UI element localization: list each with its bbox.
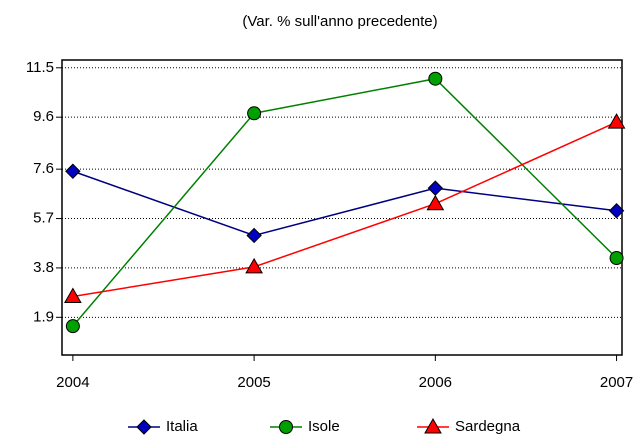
marker xyxy=(607,113,626,129)
legend-label: Isole xyxy=(308,418,340,435)
legend-label: Italia xyxy=(166,418,198,435)
marker xyxy=(245,257,263,274)
y-tick-label: 3.8 xyxy=(33,259,54,276)
chart-title: (Var. % sull'anno precedente) xyxy=(242,13,437,30)
x-tick-label: 2006 xyxy=(419,374,452,391)
y-tick-label: 7.6 xyxy=(33,160,54,177)
marker xyxy=(609,251,624,266)
series-line xyxy=(72,77,618,327)
marker xyxy=(64,287,82,304)
marker xyxy=(426,194,445,211)
marker xyxy=(247,106,262,121)
x-tick-label: 2007 xyxy=(600,374,633,391)
legend-marker xyxy=(279,420,293,434)
marker xyxy=(246,227,262,244)
y-tick-label: 11.5 xyxy=(26,59,54,76)
y-tick-label: 1.9 xyxy=(33,308,54,325)
plot-frame xyxy=(61,59,623,356)
marker xyxy=(65,163,81,179)
legend-label: Sardegna xyxy=(455,418,521,435)
legend-marker xyxy=(136,419,152,435)
marker xyxy=(428,71,443,86)
x-tick-label: 2005 xyxy=(237,374,270,391)
marker xyxy=(608,203,625,219)
y-tick-label: 9.6 xyxy=(33,108,54,125)
x-tick-label: 2004 xyxy=(56,374,89,391)
marker xyxy=(65,319,80,334)
series-line xyxy=(72,121,617,298)
series-line xyxy=(72,170,617,237)
legend-marker xyxy=(424,417,442,434)
y-tick-label: 5.7 xyxy=(33,210,54,227)
